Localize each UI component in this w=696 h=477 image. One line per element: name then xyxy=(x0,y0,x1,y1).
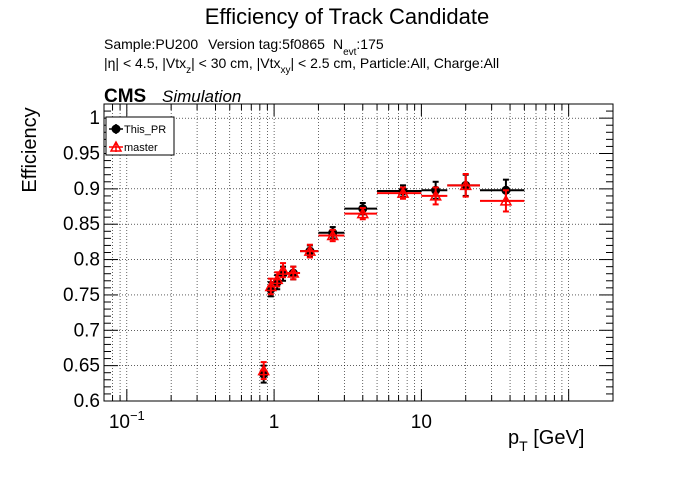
subtitle-nevt-value: :175 xyxy=(356,36,383,52)
legend-marker xyxy=(111,124,121,134)
y-axis-label: Efficiency xyxy=(19,107,41,192)
data-point xyxy=(499,194,513,206)
subtitle-sample: Sample:PU200 xyxy=(104,36,198,52)
legend-box xyxy=(105,116,175,156)
subtitle-line-2: |η| < 4.5, |Vtxz| < 30 cm, |Vtxxy| < 2.5… xyxy=(104,55,499,76)
y-tick-label: 0.75 xyxy=(63,285,100,306)
series-master xyxy=(257,173,525,381)
y-tick-label: 0.65 xyxy=(63,356,100,377)
cms-label: CMS xyxy=(104,86,146,107)
x-axis-label-sub: T xyxy=(519,438,528,454)
y-tick-label: 0.9 xyxy=(74,179,100,200)
data-point xyxy=(287,266,300,278)
grid xyxy=(103,104,614,402)
subtitle-vtx-z-cut: | < 30 cm, |Vtx xyxy=(191,55,280,71)
data-point xyxy=(396,186,410,198)
data-point xyxy=(270,272,284,285)
simulation-label: Simulation xyxy=(162,87,241,106)
data-point xyxy=(429,189,442,201)
x-tick-label-exp: −1 xyxy=(130,408,145,423)
x-tick-label: 10−1 xyxy=(109,408,145,433)
y-tick-label: 0.6 xyxy=(74,391,100,412)
legend-entry: master xyxy=(109,140,158,154)
subtitle-nevt-sub: evt xyxy=(343,47,357,58)
x-tick-label-base: 10 xyxy=(109,412,130,433)
series-this-pr xyxy=(259,173,525,384)
x-axis-label-p: p xyxy=(508,427,519,449)
legend-label: This_PR xyxy=(124,124,166,136)
y-tick-label: 0.95 xyxy=(63,144,100,165)
subtitle-vtx-xy-cut: | < 2.5 cm, Particle:All, Charge:All xyxy=(290,55,499,71)
y-tick-label: 1 xyxy=(89,108,100,129)
data-point xyxy=(459,178,472,191)
subtitle-version: Version tag:5f0865 xyxy=(208,36,325,52)
subtitle-eta: |η| < 4.5, |Vtx xyxy=(104,55,186,71)
subtitle-line-1: Sample:PU200 Version tag:5f0865 Nevt:175 xyxy=(104,36,384,58)
x-tick-label: 10 xyxy=(411,412,432,433)
subtitle-vtx-z-sub: z xyxy=(186,65,191,76)
data-point xyxy=(326,228,339,241)
chart-title: Efficiency of Track Candidate xyxy=(205,4,490,29)
x-tick-label: 1 xyxy=(269,412,280,433)
y-tick-label: 0.85 xyxy=(63,214,100,235)
legend-marker xyxy=(109,140,123,152)
legend-entry: This_PR xyxy=(109,124,166,136)
y-tick-label: 0.7 xyxy=(74,320,100,341)
plot-frame xyxy=(103,103,614,402)
data-point xyxy=(356,207,370,219)
legend-label: master xyxy=(124,142,158,154)
data-point xyxy=(264,279,278,292)
data-point xyxy=(276,263,290,275)
data-point xyxy=(257,364,270,376)
x-axis-label-unit: [GeV] xyxy=(528,427,585,449)
x-axis-label: pT [GeV] xyxy=(508,427,584,454)
axis-ticks xyxy=(103,103,614,402)
y-tick-label: 0.8 xyxy=(74,250,100,271)
data-point xyxy=(303,244,317,256)
data-series xyxy=(257,173,525,384)
subtitle-nevt: N xyxy=(333,36,343,52)
subtitle-vtx-xy-sub: xy xyxy=(280,65,290,76)
